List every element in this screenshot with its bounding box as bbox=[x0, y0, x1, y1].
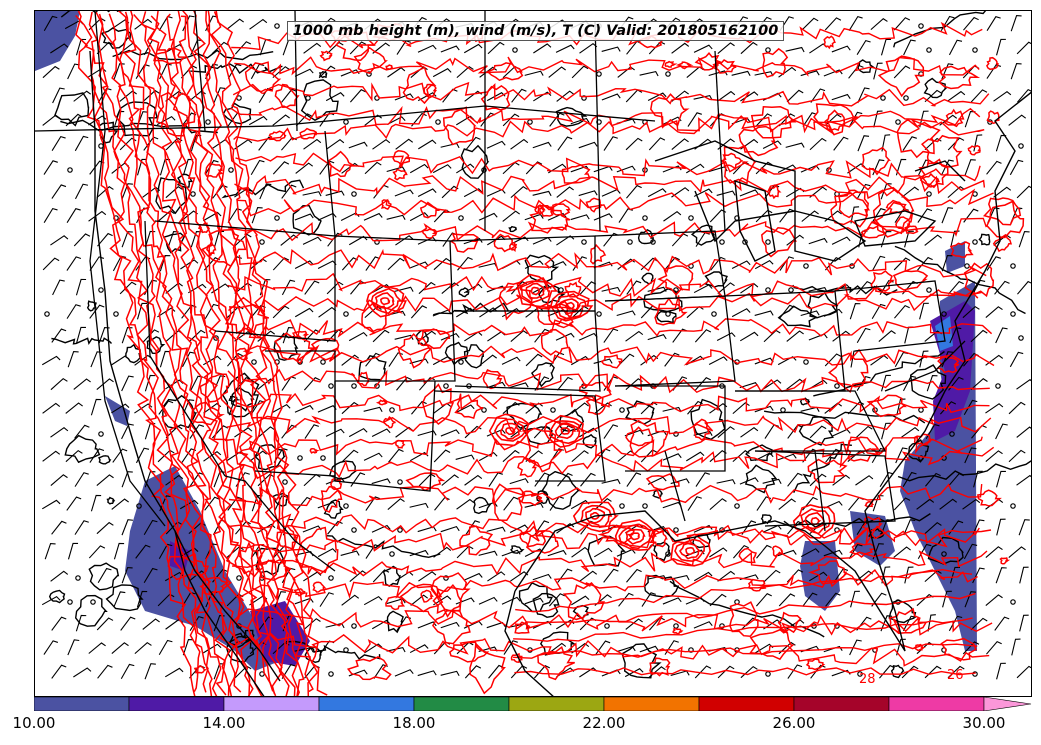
colorbar-segment bbox=[888, 697, 985, 711]
colorbar-tick-label: 18.00 bbox=[392, 714, 436, 732]
colorbar-segment bbox=[223, 697, 320, 711]
colorbar-tick-label: 14.00 bbox=[202, 714, 246, 732]
colorbar-segment bbox=[698, 697, 795, 711]
colorbar-segment bbox=[603, 697, 700, 711]
colorbar-segment bbox=[793, 697, 890, 711]
contour-label-28: 28 bbox=[859, 672, 876, 687]
contour-label-26: 26 bbox=[947, 668, 964, 683]
colorbar-extend-arrow bbox=[983, 697, 1032, 711]
colorbar-tick-label: 30.00 bbox=[962, 714, 1006, 732]
coastlines bbox=[89, 50, 1031, 696]
colorbar-tick-label: 10.00 bbox=[12, 714, 56, 732]
colorbar-tick-label: 22.00 bbox=[582, 714, 626, 732]
colorbar-segment bbox=[34, 697, 130, 711]
colorbar-segment bbox=[508, 697, 605, 711]
colorbar-segment bbox=[413, 697, 510, 711]
temperature-colorbar bbox=[34, 697, 1032, 711]
colorbar-segment bbox=[318, 697, 415, 711]
temperature-contours bbox=[75, 11, 1025, 696]
weather-map: 28 26 bbox=[35, 11, 1031, 696]
colorbar-tick-label: 26.00 bbox=[772, 714, 816, 732]
state-borders bbox=[35, 11, 966, 572]
colorbar-segment bbox=[128, 697, 225, 711]
map-panel: 28 26 bbox=[34, 10, 1032, 697]
